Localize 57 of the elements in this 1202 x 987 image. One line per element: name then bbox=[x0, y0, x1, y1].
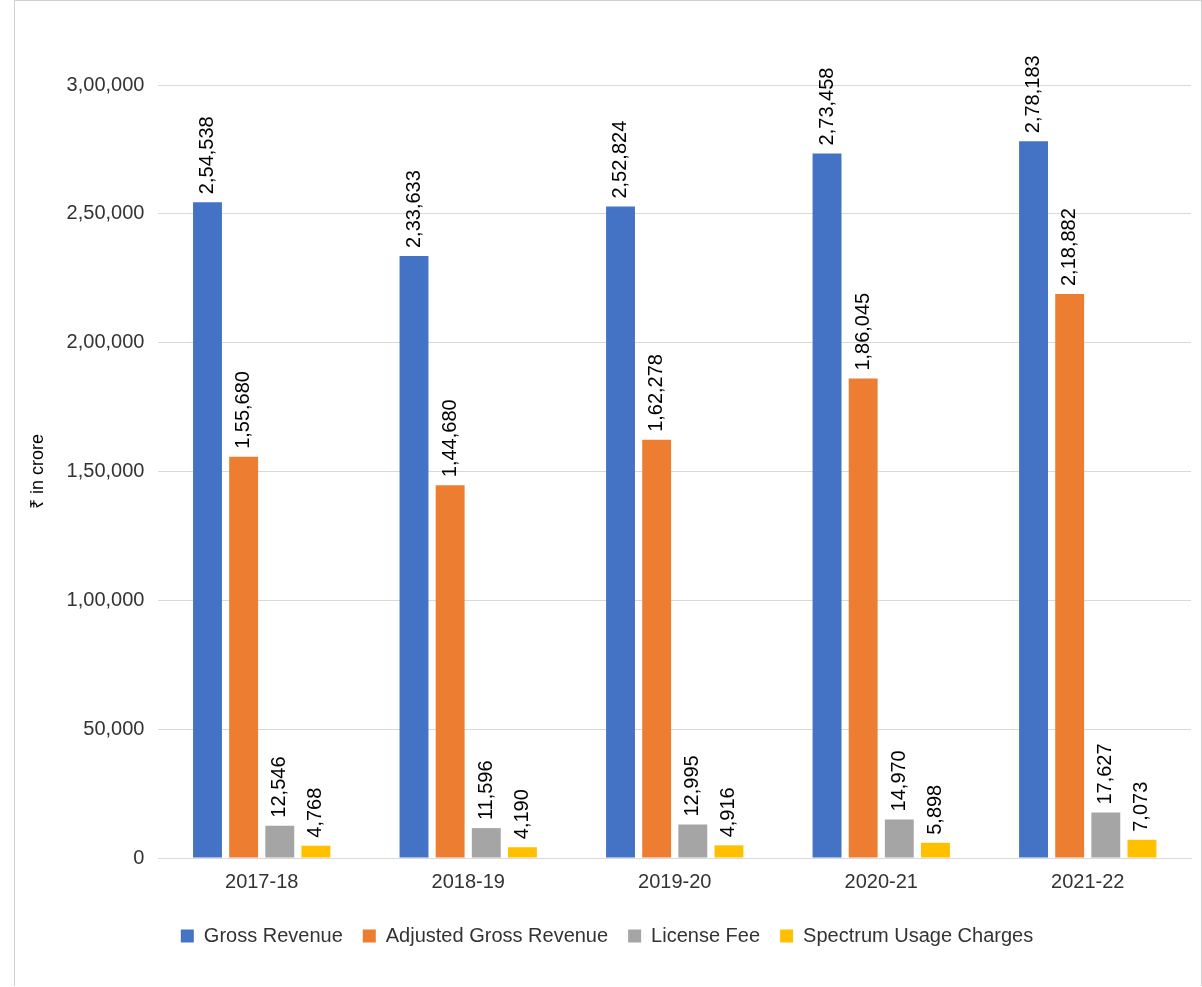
data-label: 11,596 bbox=[473, 760, 496, 821]
data-label: 2,33,633 bbox=[401, 170, 424, 249]
y-tick-label: 1,00,000 bbox=[66, 587, 145, 610]
bar bbox=[812, 153, 842, 858]
data-label: 4,768 bbox=[303, 787, 326, 838]
data-label: 2,52,824 bbox=[608, 120, 631, 199]
data-label: 12,995 bbox=[680, 755, 703, 817]
y-tick-label: 1,50,000 bbox=[66, 459, 145, 482]
data-label: 1,55,680 bbox=[231, 371, 254, 449]
bar bbox=[848, 378, 878, 858]
legend-label: Gross Revenue bbox=[203, 923, 343, 946]
bar bbox=[1019, 141, 1048, 858]
bar bbox=[301, 845, 331, 858]
x-tick-label: 2018-19 bbox=[431, 869, 505, 892]
x-tick-label: 2020-21 bbox=[844, 869, 918, 892]
y-tick-label: 3,00,000 bbox=[66, 72, 145, 95]
data-label: 4,190 bbox=[509, 789, 532, 840]
bar bbox=[229, 456, 259, 858]
bar bbox=[1127, 839, 1157, 858]
bar bbox=[1055, 294, 1085, 858]
bar bbox=[714, 845, 744, 858]
data-label: 2,18,882 bbox=[1057, 208, 1080, 287]
bar bbox=[606, 206, 635, 858]
data-label: 4,916 bbox=[716, 787, 739, 838]
data-label: 7,073 bbox=[1129, 781, 1152, 832]
data-label: 17,627 bbox=[1093, 743, 1116, 805]
bar bbox=[435, 485, 465, 858]
bar bbox=[678, 824, 708, 858]
data-label: 2,73,458 bbox=[814, 67, 837, 146]
bar bbox=[1091, 812, 1121, 858]
data-label: 12,546 bbox=[267, 756, 290, 818]
y-axis-title: ₹ in crore bbox=[26, 433, 47, 510]
bar bbox=[920, 842, 950, 858]
bar bbox=[265, 825, 295, 858]
data-label: 1,62,278 bbox=[644, 354, 667, 432]
bar bbox=[507, 847, 537, 858]
y-tick-label: 2,50,000 bbox=[66, 201, 145, 224]
x-tick-label: 2017-18 bbox=[225, 869, 299, 892]
y-tick-label: 2,00,000 bbox=[66, 330, 145, 353]
y-tick-label: 50,000 bbox=[83, 716, 145, 739]
data-label: 2,54,538 bbox=[195, 116, 218, 195]
data-label: 1,86,045 bbox=[850, 292, 873, 371]
legend-label: License Fee bbox=[651, 923, 761, 946]
bar bbox=[193, 202, 222, 858]
x-tick-label: 2021-22 bbox=[1051, 869, 1125, 892]
data-label: 5,898 bbox=[922, 784, 945, 835]
y-tick-label: 0 bbox=[133, 845, 145, 868]
data-label: 1,44,680 bbox=[437, 399, 460, 478]
data-label: 14,970 bbox=[886, 750, 909, 812]
bar bbox=[471, 828, 501, 858]
bar bbox=[399, 256, 429, 858]
legend-label: Spectrum Usage Charges bbox=[803, 923, 1034, 946]
legend-label: Adjusted Gross Revenue bbox=[385, 923, 609, 946]
bar bbox=[642, 439, 672, 858]
data-label: 2,78,183 bbox=[1021, 55, 1044, 134]
x-tick-label: 2019-20 bbox=[638, 869, 712, 892]
bar bbox=[884, 819, 914, 858]
